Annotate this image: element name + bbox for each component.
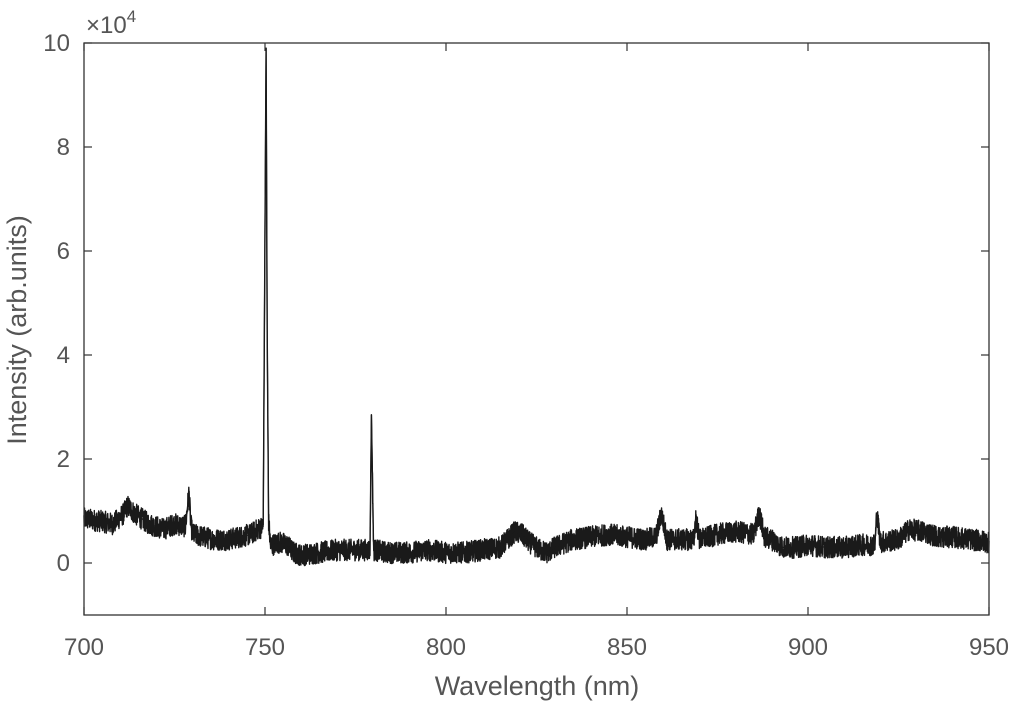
y-axis-title: Intensity (arb.units) — [2, 215, 32, 445]
spectrum-peaks — [83, 47, 990, 556]
y-tick-label: 2 — [57, 446, 70, 473]
y-scale-base: ×10 — [86, 12, 127, 39]
y-scale-multiplier: ×104 — [86, 7, 136, 39]
spectrum-line — [83, 47, 990, 567]
y-tick-label: 10 — [43, 30, 70, 57]
y-tick-label: 8 — [57, 134, 70, 161]
y-scale-exponent: 4 — [127, 7, 136, 26]
y-axis-ticks: 0 2 4 6 8 10 — [43, 30, 989, 577]
x-tick-label: 700 — [64, 634, 104, 661]
x-tick-label: 800 — [426, 634, 466, 661]
spectrum-trace — [83, 47, 990, 567]
x-tick-label: 750 — [245, 634, 285, 661]
x-tick-label: 850 — [607, 634, 647, 661]
x-tick-label: 950 — [969, 634, 1009, 661]
plot-background — [84, 43, 989, 615]
axes-frame — [83, 42, 990, 616]
x-tick-label: 900 — [788, 634, 828, 661]
axes — [83, 42, 990, 616]
y-tick-label: 0 — [57, 550, 70, 577]
x-axis-ticks: 700 750 800 850 900 950 — [64, 43, 1009, 661]
x-axis-title: Wavelength (nm) — [435, 671, 640, 701]
y-tick-label: 6 — [57, 238, 70, 265]
y-tick-label: 4 — [57, 342, 70, 369]
plot-area — [84, 43, 989, 615]
